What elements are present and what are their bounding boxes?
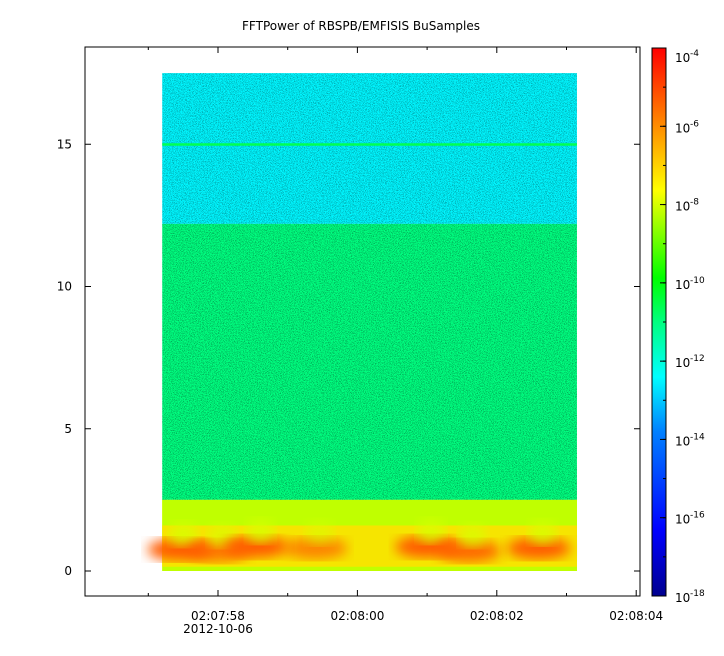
- colorbar-tick-base: 10: [675, 51, 690, 65]
- colorbar-tick-exponent: -6: [690, 119, 699, 129]
- colorbar-tick-exponent: -10: [690, 276, 705, 286]
- colorbar-tick-base: 10: [675, 434, 690, 448]
- colorbar-tick-exponent: -14: [690, 432, 705, 442]
- burst-halo: [417, 518, 446, 543]
- x-tick-date-label: 2012-10-06: [183, 622, 253, 636]
- burst-mark: [506, 537, 571, 560]
- x-tick-label: 02:07:58: [191, 609, 245, 623]
- x-tick-label: 02:08:04: [609, 609, 663, 623]
- y-tick-label: 15: [57, 137, 72, 151]
- burst-mark: [224, 535, 289, 558]
- y-axis: 0 5 10 15: [57, 137, 640, 578]
- y-tick-label: 5: [64, 422, 72, 436]
- colorbar-tick-exponent: -4: [690, 49, 699, 59]
- colorbar-tick-base: 10: [675, 513, 690, 527]
- burst-halo: [458, 523, 487, 548]
- colorbar-tick-exponent: -18: [690, 589, 705, 599]
- colorbar-tick-exponent: -12: [690, 354, 705, 364]
- horizontal-line-feature: [162, 143, 577, 146]
- heatmap-image: [147, 73, 577, 571]
- colorbar-tick-base: 10: [675, 591, 690, 605]
- colorbar-tick-base: 10: [675, 278, 690, 292]
- x-tick-label: 02:08:00: [330, 609, 384, 623]
- burst-halo: [208, 523, 236, 548]
- burst-halo: [169, 521, 198, 546]
- heatmap-noise: [162, 73, 577, 500]
- x-tick-label: 02:08:02: [470, 609, 524, 623]
- burst-halo: [528, 520, 557, 545]
- chart-title: FFTPower of RBSPB/EMFISIS BuSamples: [242, 19, 480, 33]
- colorbar-tick-base: 10: [675, 356, 690, 370]
- burst-mark: [436, 540, 501, 563]
- y-tick-label: 10: [57, 280, 72, 294]
- colorbar-tick-exponent: -16: [690, 511, 705, 521]
- y-tick-label: 0: [64, 564, 72, 578]
- burst-mark: [283, 537, 348, 560]
- colorbar-tick-base: 10: [675, 121, 690, 135]
- colorbar-tick-base: 10: [675, 200, 690, 214]
- colorbar-tick-exponent: -8: [690, 198, 699, 208]
- burst-halo: [246, 518, 275, 543]
- burst-halo: [305, 520, 334, 545]
